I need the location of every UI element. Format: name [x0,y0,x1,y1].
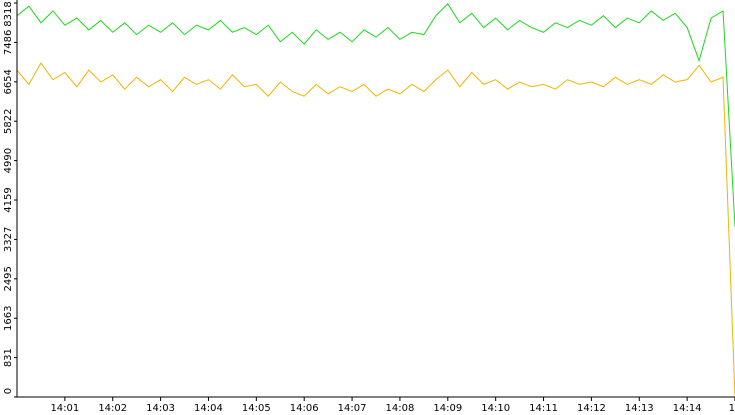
y-tick-label: 4990 [3,148,14,173]
x-tick-label: 14:11 [529,403,558,414]
x-tick-label: 14:08 [386,403,415,414]
y-tick-label: 831 [3,348,14,367]
series-line [16,62,735,398]
y-tick-label: 1663 [3,306,14,331]
y-tick-label: 4159 [3,187,14,212]
x-tick-label: 14:06 [290,403,319,414]
x-tick-label: 14:10 [481,403,510,414]
x-tick-label: 14:12 [577,403,606,414]
x-tick-label: 14:14 [673,403,702,414]
x-tick-label: 14:05 [242,403,271,414]
x-tick-label: 14:04 [194,403,223,414]
x-tick-label: 14:09 [433,403,462,414]
x-tick-label: 14:07 [338,403,367,414]
y-tick-label: 6654 [3,69,14,94]
y-tick-label: 2495 [3,266,14,291]
y-tick-label: 8318 [3,1,14,26]
x-tick-label: 14:13 [625,403,654,414]
x-tick-label: 14:01 [50,403,79,414]
y-tick-label: 7486 [3,30,14,55]
x-tick-label: 14:02 [98,403,127,414]
y-tick-label: 3327 [3,227,14,252]
y-tick-label: 5822 [3,109,14,134]
series-line [16,3,735,227]
y-tick-label: 0 [3,388,14,394]
x-tick-label: 14:03 [146,403,175,414]
x-tick-label: 14 [729,403,735,414]
